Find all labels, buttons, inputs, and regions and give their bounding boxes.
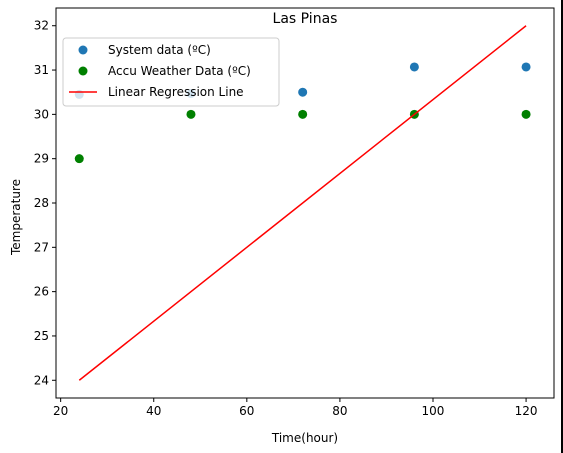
y-tick-label: 28 [34,196,49,210]
x-tick-label: 120 [515,404,538,418]
x-tick-label: 20 [53,404,68,418]
x-axis-ticks: 20 40 60 80 100 120 [53,398,538,418]
y-tick-label: 25 [34,329,49,343]
accu-weather-data-c-point [298,109,308,119]
accu-weather-data-c-point [521,109,531,119]
accu-weather-data-c-point [186,109,196,119]
system-data-c-point [521,62,531,72]
legend: System data (ºC) Accu Weather Data (ºC) Li… [62,37,280,107]
legend-marker-swatch [78,66,88,76]
y-axis-ticks: 24 25 26 27 28 29 30 31 32 [34,19,56,387]
regression-line [78,25,527,381]
y-tick-label: 29 [34,152,49,166]
y-tick-label: 32 [34,19,49,33]
legend-label: Accu Weather Data (ºC) [108,64,251,78]
x-tick-label: 60 [239,404,254,418]
system-data-c-point [298,87,308,97]
y-tick-label: 24 [34,373,49,387]
system-data-c-point [409,62,419,72]
x-axis-label: Time(hour) [271,431,338,445]
y-axis-label: Temperature [9,179,23,256]
chart-title: Las Pinas [273,11,338,27]
y-tick-label: 26 [34,285,49,299]
legend-label: System data (ºC) [108,43,211,57]
y-tick-label: 30 [34,107,49,121]
plot-frame [55,7,555,399]
legend-marker-swatch [78,45,88,55]
y-tick-label: 27 [34,240,49,254]
x-tick-label: 80 [332,404,347,418]
y-tick-label: 31 [34,63,49,77]
x-tick-label: 100 [422,404,445,418]
accu-weather-data-c-point [74,154,84,164]
legend-label: Linear Regression Line [108,85,244,99]
legend-box [62,37,280,107]
x-tick-label: 40 [146,404,161,418]
window-edge [561,0,563,453]
series [74,25,531,381]
